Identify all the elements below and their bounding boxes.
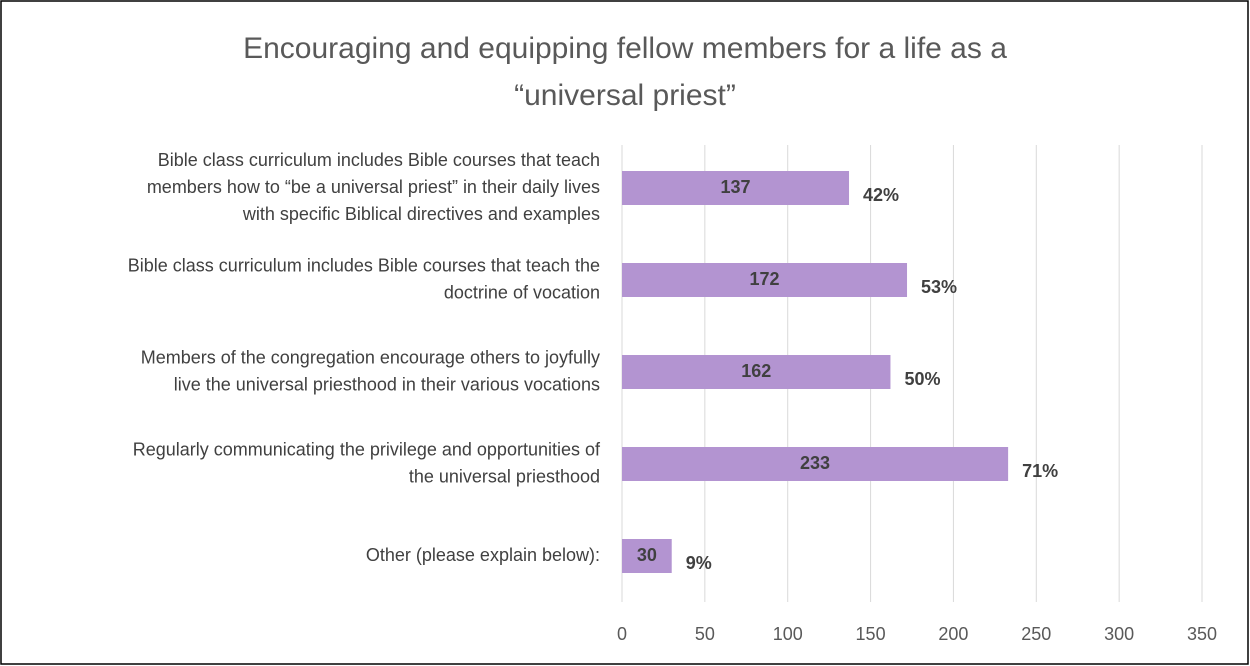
x-tick-label: 150	[856, 624, 886, 644]
category-label: Bible class curriculum includes Bible co…	[128, 255, 600, 275]
percent-label: 42%	[863, 185, 899, 205]
x-tick-label: 0	[617, 624, 627, 644]
bar	[622, 539, 672, 573]
percent-label: 50%	[904, 369, 940, 389]
chart-title: “universal priest”	[514, 79, 736, 112]
value-label: 30	[637, 545, 657, 565]
value-label: 233	[800, 453, 830, 473]
x-tick-label: 300	[1104, 624, 1134, 644]
percent-label: 53%	[921, 277, 957, 297]
category-label: the universal priesthood	[409, 466, 600, 486]
category-label: Members of the congregation encourage ot…	[141, 347, 600, 367]
category-label: doctrine of vocation	[444, 282, 600, 302]
bar	[622, 355, 891, 389]
value-label: 162	[741, 361, 771, 381]
chart-title: Encouraging and equipping fellow members…	[243, 32, 1007, 65]
x-tick-label: 250	[1021, 624, 1051, 644]
bar	[622, 171, 850, 205]
value-label: 172	[749, 269, 779, 289]
percent-label: 71%	[1022, 461, 1058, 481]
x-tick-label: 200	[938, 624, 968, 644]
value-label: 137	[720, 177, 750, 197]
category-label: members how to “be a universal priest” i…	[147, 177, 600, 197]
x-tick-label: 350	[1187, 624, 1217, 644]
percent-label: 9%	[686, 553, 712, 573]
category-label: with specific Biblical directives and ex…	[242, 204, 600, 224]
category-label: Other (please explain below):	[366, 545, 600, 565]
x-tick-label: 100	[773, 624, 803, 644]
bar	[622, 263, 908, 297]
category-label: Regularly communicating the privilege an…	[133, 439, 601, 459]
bar	[622, 447, 1009, 481]
category-label: live the universal priesthood in their v…	[174, 374, 600, 394]
x-tick-label: 50	[695, 624, 715, 644]
category-label: Bible class curriculum includes Bible co…	[158, 150, 600, 170]
